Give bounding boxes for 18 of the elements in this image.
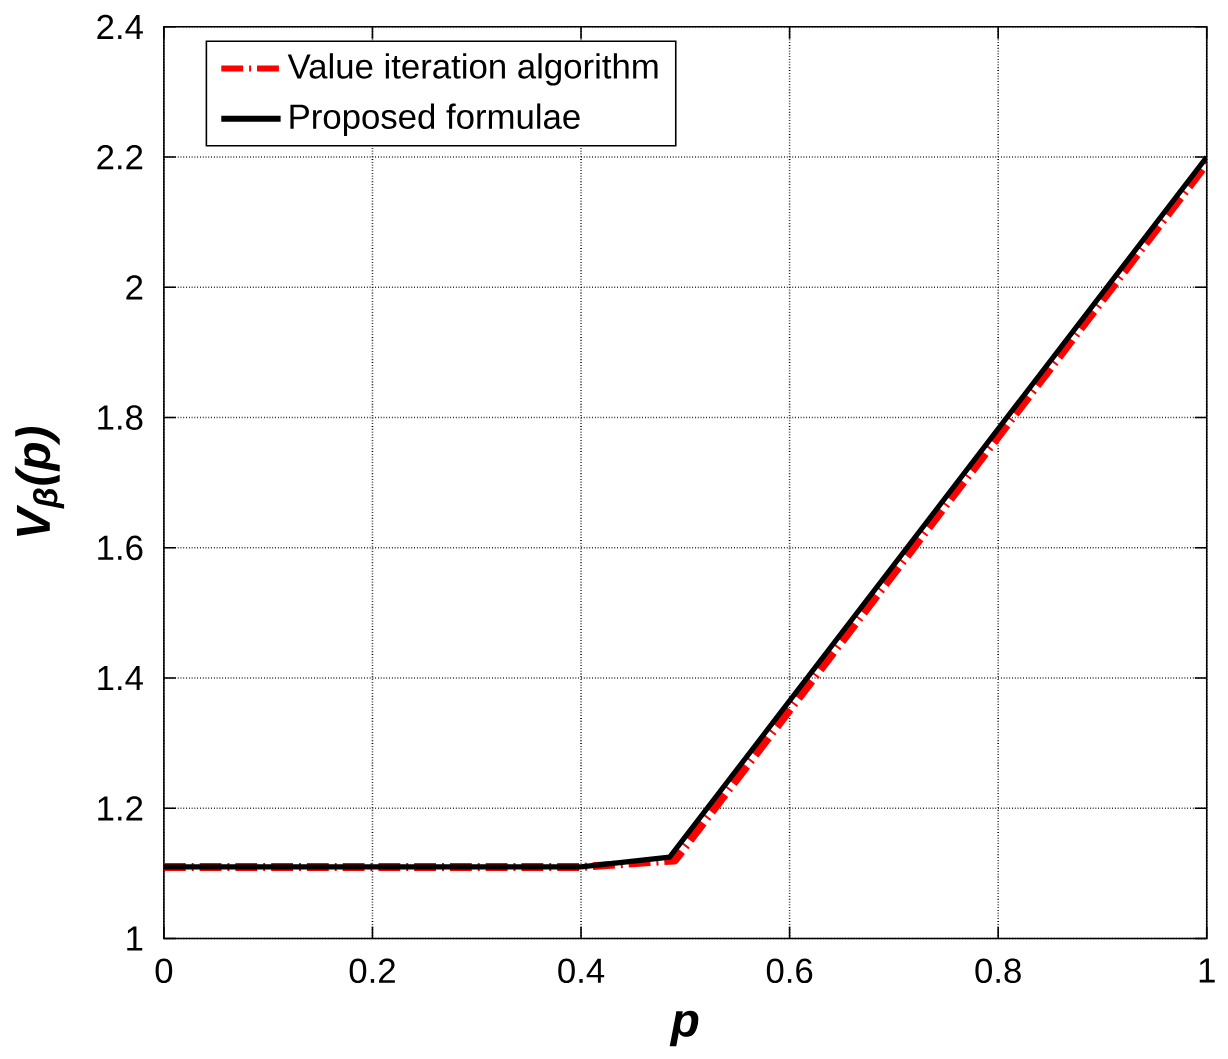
x-tick-label: 0.2	[349, 958, 395, 984]
legend-label: Proposed formulae	[290, 103, 580, 137]
y-tick-label: 1	[127, 926, 143, 951]
y-tick-label: 2.2	[97, 145, 143, 170]
y-tick-label: 1.4	[98, 666, 143, 691]
legend-label: Value iteration algorithm	[287, 53, 658, 86]
y-axis-title: V$_{β}$(p)	[15, 427, 65, 537]
y-tick-label: 2	[126, 275, 143, 300]
y-tick-label: 1.2	[98, 796, 143, 821]
x-tick-label: 1	[1199, 958, 1215, 983]
y-tick-label: 1.6	[98, 535, 143, 561]
y-tick-label: 1.8	[98, 405, 143, 430]
x-tick-label: 0	[155, 958, 173, 984]
x-tick-label: 0.6	[766, 958, 813, 984]
y-tick-label: 2.4	[97, 14, 143, 40]
x-tick-label: 0.4	[558, 958, 605, 984]
x-axis-title: p	[669, 1010, 699, 1047]
x-tick-label: 0.8	[975, 958, 1021, 984]
